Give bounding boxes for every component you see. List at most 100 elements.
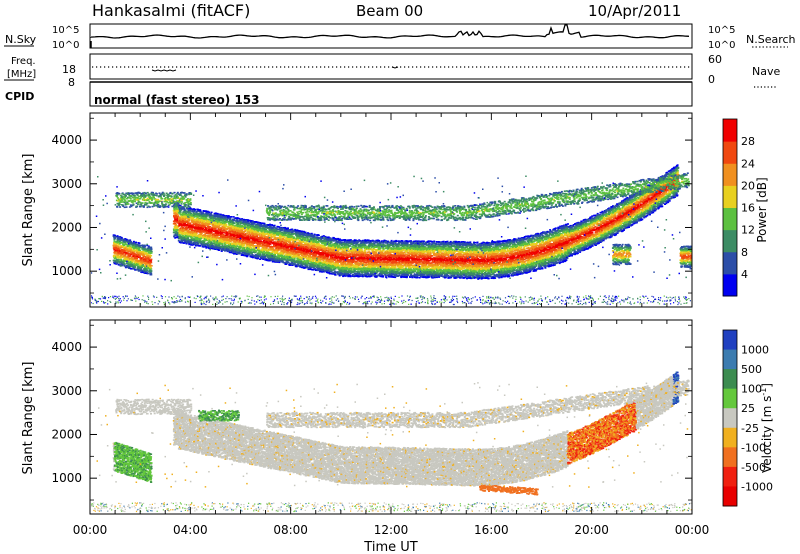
power-echo <box>227 226 229 228</box>
noise-left-tick-bottom: 10^0 <box>52 40 79 51</box>
power-echo <box>248 239 250 241</box>
power-echo <box>196 234 198 236</box>
power-echo <box>241 230 243 232</box>
power-echo <box>205 217 207 219</box>
power-echo <box>206 211 208 213</box>
power-echo <box>260 254 262 256</box>
freq-label-line1: Freq. <box>11 56 36 67</box>
noise-left-tick-top: 10^5 <box>52 25 79 36</box>
power-echo <box>189 231 191 233</box>
power-echo <box>175 224 177 226</box>
power-echo <box>284 229 286 231</box>
power-echo <box>318 266 320 268</box>
power-echo <box>262 246 264 248</box>
power-echo <box>299 234 301 236</box>
power-echo <box>220 215 222 217</box>
power-echo <box>274 254 276 256</box>
power-echo <box>301 248 303 250</box>
power-echo <box>176 220 178 222</box>
power-echo <box>231 216 233 218</box>
power-echo <box>301 236 303 238</box>
power-echo <box>267 234 269 236</box>
power-echo <box>181 241 183 243</box>
power-echo <box>211 212 213 214</box>
power-echo <box>174 228 176 230</box>
power-echo <box>283 236 285 238</box>
power-echo <box>244 225 246 227</box>
power-echo <box>246 255 248 257</box>
power-echo <box>269 227 271 229</box>
power-echo <box>233 222 235 224</box>
cpid-label: CPID <box>5 90 34 103</box>
power-echo <box>222 234 224 236</box>
power-echo <box>198 224 200 226</box>
power-echo <box>243 219 245 221</box>
power-echo <box>307 261 309 263</box>
power-echo <box>222 243 224 245</box>
nave-tick-top: 60 <box>708 53 722 66</box>
power-echo <box>274 225 276 227</box>
power-echo <box>208 211 210 213</box>
station-title: Hankasalmi (fitACF) <box>92 1 250 20</box>
power-echo <box>192 217 194 219</box>
power-echo <box>199 209 201 211</box>
power-echo <box>267 224 269 226</box>
power-echo <box>236 250 238 252</box>
noise-left-label: N.Sky <box>5 33 37 46</box>
noise-right-label: N.Search <box>746 33 796 46</box>
power-echo <box>290 254 292 256</box>
noise-panel: N.Sky 10^5 10^0 10^5 10^0 N.Search <box>4 24 796 51</box>
power-echo <box>243 247 245 249</box>
power-echo <box>269 224 271 226</box>
power-echo <box>222 222 224 224</box>
power-echo <box>199 245 201 247</box>
power-echo <box>310 254 312 256</box>
power-echo <box>177 214 179 216</box>
power-echo <box>306 264 308 266</box>
power-echo <box>203 243 205 245</box>
power-echo <box>258 248 260 250</box>
power-echo <box>193 211 195 213</box>
power-echo <box>279 262 281 264</box>
power-echo <box>250 247 252 249</box>
power-echo <box>266 256 268 258</box>
power-echo <box>239 252 241 254</box>
power-echo <box>299 235 301 237</box>
power-echo <box>288 242 290 244</box>
power-echo <box>298 255 300 257</box>
power-echo <box>313 235 315 237</box>
nave-label: Nave <box>752 65 780 78</box>
power-echo <box>248 222 250 224</box>
power-echo <box>249 244 251 246</box>
power-echo <box>238 246 240 248</box>
power-echo <box>273 251 275 253</box>
power-echo <box>237 223 239 225</box>
power-echo <box>285 257 287 259</box>
power-echo <box>192 225 194 227</box>
noise-right-tick-bottom: 10^0 <box>708 40 735 51</box>
power-echo <box>314 268 316 270</box>
power-echo <box>297 239 299 241</box>
power-echo <box>213 218 215 220</box>
power-echo <box>244 249 246 251</box>
power-echo <box>243 244 245 246</box>
power-echo <box>269 243 271 245</box>
power-echo <box>235 244 237 246</box>
power-echo <box>293 256 295 258</box>
power-echo <box>226 221 228 223</box>
power-echo <box>184 222 186 224</box>
power-echo <box>175 207 177 209</box>
beam-title: Beam 00 <box>356 2 423 20</box>
noise-sky-trace <box>91 25 689 38</box>
power-echo <box>182 233 184 235</box>
power-echo <box>238 236 240 238</box>
freq-tick-bottom: 8 <box>68 76 75 89</box>
power-echo <box>251 252 253 254</box>
power-echo <box>260 225 262 227</box>
power-echo <box>184 220 186 222</box>
power-echo <box>244 230 246 232</box>
power-echo <box>320 261 322 263</box>
